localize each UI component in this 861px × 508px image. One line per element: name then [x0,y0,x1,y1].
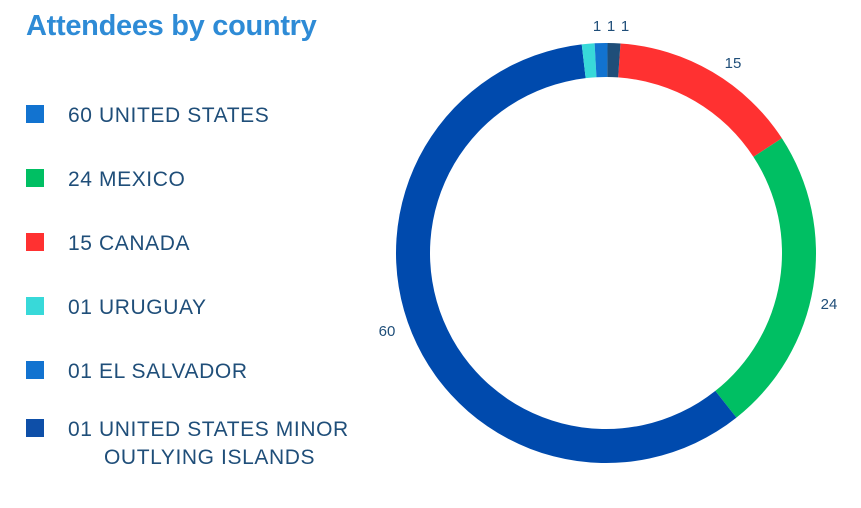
legend-item-united-states: 60 UNITED STATES [26,102,378,130]
legend-swatch [26,361,44,379]
legend-label: 15 CANADA [68,232,191,255]
legend-swatch [26,297,44,315]
chart-title: Attendees by country [26,10,317,42]
legend-label: 01 EL SALVADOR [68,360,248,383]
data-label-uruguay: 1 [593,18,601,35]
data-label-united-states: 60 [379,323,396,340]
legend-swatch [26,233,44,251]
legend-swatch [26,105,44,123]
legend-item-uruguay: 01 URUGUAY [26,294,378,322]
slice-uruguay [581,43,597,79]
legend-item-canada: 15 CANADA [26,230,378,258]
data-label-united-states-minor-outlying-islands: 1 [621,18,629,35]
data-label-mexico: 24 [821,296,838,313]
slice-united-states-minor-outlying-islands [607,43,621,78]
legend-item-us-minor-outlying-islands: 01 UNITED STATES MINOR OUTLYING ISLANDS [26,416,368,472]
slice-united-states [396,44,737,463]
legend-swatch [26,169,44,187]
legend-label: 60 UNITED STATES [68,104,270,127]
slice-el-salvador [594,42,608,78]
data-label-canada: 15 [725,55,742,72]
slice-canada [618,43,782,157]
legend-label: 24 MEXICO [68,168,186,191]
legend-item-mexico: 24 MEXICO [26,166,378,194]
legend-label: 01 UNITED STATES MINOR OUTLYING ISLANDS [68,418,349,469]
legend-swatch [26,419,44,437]
slice-mexico [715,138,816,418]
legend-label: 01 URUGUAY [68,296,207,319]
legend-item-el-salvador: 01 EL SALVADOR [26,358,378,386]
data-label-el-salvador: 1 [607,18,615,35]
